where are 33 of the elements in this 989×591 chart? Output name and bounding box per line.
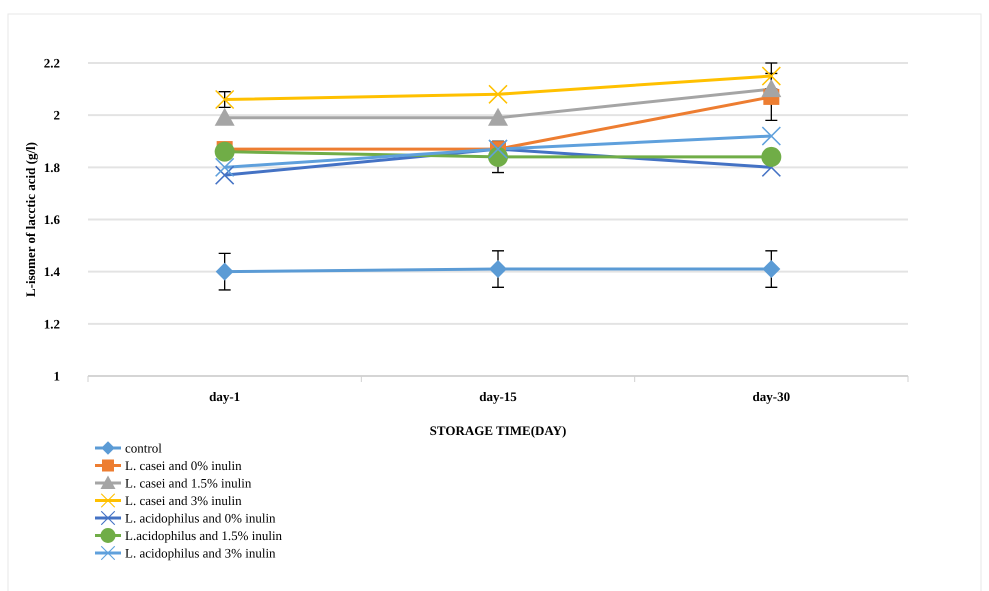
point [761,79,782,98]
point [488,84,508,104]
y-axis-title: L-isomer of lacctic acid (g/l) [23,142,38,297]
y-tick-label: 1.6 [44,212,60,228]
legend-label: L. casei and 0% inulin [125,458,242,474]
point [762,260,780,278]
point [761,146,782,167]
point [762,66,782,86]
point [216,262,234,281]
x-axis-title: STORAGE TIME(DAY) [430,423,566,438]
x-tick-label: day-1 [209,389,240,404]
point [762,126,782,146]
y-tick-label: 2 [54,108,60,123]
legend-label: L. acidophilus and 0% inulin [125,510,276,526]
legend-label: L.acidophilus and 1.5% inulin [125,528,283,544]
point [214,142,235,162]
point [214,165,234,185]
y-tick-label: 1.2 [44,316,60,332]
y-tick-label: 1.4 [44,264,60,280]
y-tick-label: 1 [54,368,60,384]
x-tick-label: day-15 [479,389,518,404]
point [489,260,507,278]
point [214,90,234,110]
legend-label: L. casei and 1.5% inulin [125,476,252,491]
x-tick-label: day-30 [752,389,790,404]
point [488,108,508,126]
y-tick-label: 1.8 [44,160,60,175]
legend-label: L. casei and 3% inulin [125,493,242,508]
y-tick-label: 2.2 [44,56,60,71]
legend-label: L. acidophilus and 3% inulin [125,546,276,561]
point [214,158,234,178]
legend-label: control [125,440,162,456]
point [214,108,235,126]
